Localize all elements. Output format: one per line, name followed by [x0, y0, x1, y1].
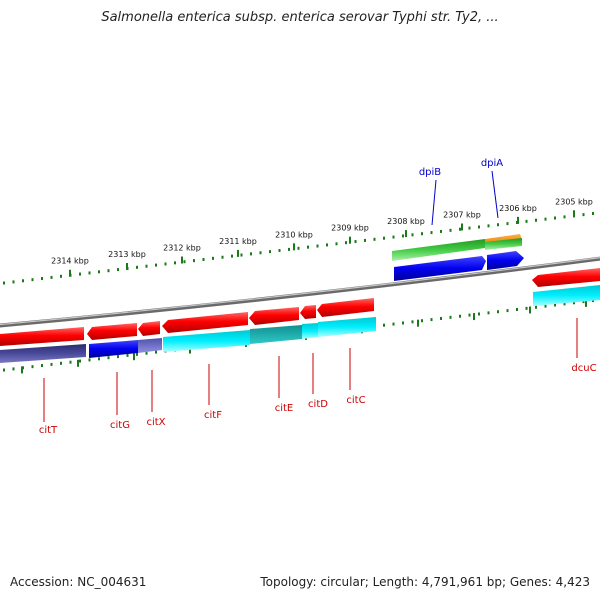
gene-labels: citT citG citX citF citE citD citC dpiB dpiA dcuC: [39, 158, 597, 436]
gene-citG-arrow[interactable]: [87, 323, 137, 340]
gene-citT-protein[interactable]: [0, 344, 86, 363]
coordinate-tick-label: 2314 kbp: [51, 257, 89, 266]
coordinate-tick-label: 2305 kbp: [555, 197, 593, 206]
gene-citE-label[interactable]: citE: [275, 403, 294, 414]
gene-citF-label[interactable]: citF: [204, 410, 222, 421]
reverse-strand-features: [0, 268, 600, 363]
gene-dpiA-label[interactable]: dpiA: [481, 158, 503, 169]
coordinate-tick-label: 2307 kbp: [443, 210, 481, 219]
gene-dpiB-arrow[interactable]: [392, 239, 485, 261]
page-title: Salmonella enterica subsp. enterica sero…: [101, 10, 499, 25]
gene-dpiA-leader: [491, 170, 499, 219]
gene-citC-protein[interactable]: [318, 317, 376, 337]
gene-citD-label[interactable]: citD: [308, 399, 328, 410]
gene-dpiA-protein[interactable]: [487, 251, 524, 270]
gene-citG-protein[interactable]: [89, 340, 138, 358]
genome-summary-text: Topology: circular; Length: 4,791,961 bp…: [260, 575, 590, 589]
gene-dpiB-protein[interactable]: [394, 256, 486, 281]
coordinate-tick-label: 2309 kbp: [331, 224, 369, 233]
gene-dpiA-lower: [485, 238, 522, 250]
gene-citE-arrow[interactable]: [249, 307, 299, 325]
forward-strand-features: [392, 234, 524, 281]
gene-dcuC-arrow[interactable]: [532, 268, 600, 287]
coordinate-tick-label: 2313 kbp: [108, 250, 146, 259]
gene-dpiB-label[interactable]: dpiB: [419, 167, 441, 178]
gene-citX-protein[interactable]: [138, 338, 162, 353]
gene-dpiB-leader: [431, 179, 437, 226]
genome-backbone-highlight: [0, 257, 600, 326]
accession-text: Accession: NC_004631: [10, 575, 147, 589]
coordinate-axis-upper: [3, 210, 594, 285]
gene-citT-arrow[interactable]: [0, 327, 84, 346]
gene-citF-protein[interactable]: [163, 330, 250, 352]
gene-citC-label[interactable]: citC: [346, 395, 365, 406]
gene-dcuC-label[interactable]: dcuC: [571, 363, 596, 374]
gene-citT-label[interactable]: citT: [39, 425, 58, 436]
coordinate-tick-label: 2310 kbp: [275, 230, 313, 239]
gene-citD-protein[interactable]: [302, 323, 318, 339]
coordinate-tick-label: 2311 kbp: [219, 237, 257, 246]
coordinate-tick-label: 2306 kbp: [499, 204, 537, 213]
genome-backbone: [0, 256, 600, 328]
gene-dcuC-protein[interactable]: [533, 285, 600, 306]
coordinate-tick-label: 2308 kbp: [387, 217, 425, 226]
gene-citC-arrow[interactable]: [317, 298, 374, 317]
gene-citX-label[interactable]: citX: [146, 417, 165, 428]
gene-citG-label[interactable]: citG: [110, 420, 130, 431]
gene-citD-arrow[interactable]: [300, 305, 316, 319]
gene-citX-arrow[interactable]: [138, 321, 160, 336]
gene-citE-protein[interactable]: [250, 325, 302, 344]
gene-citF-arrow[interactable]: [162, 312, 248, 333]
coordinate-tick-label: 2312 kbp: [163, 244, 201, 253]
coordinate-labels: 2314 kbp 2313 kbp 2312 kbp 2311 kbp 2310 kbp…: [51, 197, 593, 265]
